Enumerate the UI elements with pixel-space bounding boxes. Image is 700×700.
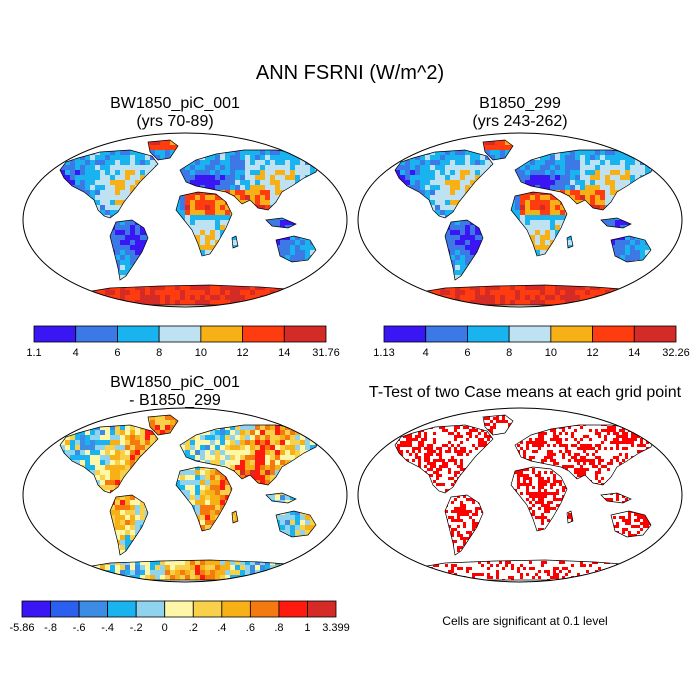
- map-case2: [357, 132, 683, 308]
- colorbar-case2-label-6: 14: [628, 347, 640, 358]
- panel-title-case1-line1: BW1850_piC_001: [110, 95, 240, 112]
- colorbar-diff-label-9: .8: [274, 622, 283, 634]
- colorbar-diff-swatch-1: [50, 600, 80, 618]
- colorbar-case1-label-1: 4: [73, 347, 79, 358]
- significance-note: Cells are significant at 0.1 level: [442, 614, 608, 628]
- colorbar-case2-swatch-2: [467, 325, 510, 343]
- colorbar-diff-swatch-5: [164, 600, 194, 618]
- colorbar-case2-swatch-5: [592, 325, 635, 343]
- colorbar-diff-label-5: 0: [162, 622, 168, 634]
- colorbar-diff-label-2: -.6: [73, 622, 86, 634]
- map-ttest: [357, 407, 683, 583]
- colorbar-case1-label-2: 6: [114, 347, 120, 358]
- colorbar-case2-label-1: 4: [423, 347, 429, 358]
- colorbar-diff: -5.86 -.8 -.6 -.4 -.2 0 .2 .4 .6 .8 1 3.399: [9, 600, 350, 634]
- colorbar-case2-label-2: 6: [464, 347, 470, 358]
- map-case1: [22, 132, 348, 308]
- panel-title-case1-line2: (yrs 70-89): [136, 113, 214, 130]
- colorbar-case1-label-4: 10: [195, 347, 207, 358]
- panel-title-diff: BW1850_piC_001 - B1850_299: [75, 374, 275, 410]
- colorbar-case1: 1.1 4 6 8 10 12 14 31.76: [26, 325, 340, 358]
- colorbar-case1-label-3: 8: [156, 347, 162, 358]
- colorbar-diff-swatch-9: [278, 600, 308, 618]
- colorbar-diff-swatch-7: [221, 600, 251, 618]
- colorbar-case2-label-0: 1.13: [373, 347, 394, 358]
- colorbar-case1-swatch-0: [33, 325, 77, 343]
- panel-title-diff-line2: - B1850_299: [129, 392, 221, 409]
- panel-title-case1: BW1850_piC_001 (yrs 70-89): [75, 95, 275, 131]
- colorbar-diff-label-3: -.4: [101, 622, 114, 634]
- panel-title-case2: B1850_299 (yrs 243-262): [420, 95, 620, 131]
- colorbar-case2: 1.13 4 6 8 10 12 14 32.26: [373, 325, 690, 358]
- colorbar-diff-label-0: -5.86: [9, 622, 34, 634]
- colorbar-diff-swatch-0: [21, 600, 51, 618]
- colorbar-case1-swatch-1: [75, 325, 118, 343]
- colorbar-case2-label-7: 32.26: [662, 347, 690, 358]
- colorbar-case1-swatch-6: [283, 325, 327, 343]
- colorbar-diff-swatch-10: [307, 600, 337, 618]
- colorbar-case2-label-3: 8: [506, 347, 512, 358]
- panel-title-case2-line1: B1850_299: [479, 95, 561, 112]
- map-diff: [22, 407, 348, 583]
- colorbar-case2-label-4: 10: [545, 347, 557, 358]
- colorbar-diff-swatch-3: [107, 600, 137, 618]
- colorbar-diff-swatch-2: [78, 600, 109, 618]
- colorbar-case1-swatch-5: [242, 325, 285, 343]
- colorbar-case1-swatch-4: [200, 325, 243, 343]
- panel-title-diff-line1: BW1850_piC_001: [110, 374, 240, 391]
- colorbar-case2-swatch-3: [508, 325, 552, 343]
- colorbar-diff-label-1: -.8: [44, 622, 57, 634]
- colorbar-diff-label-7: .4: [217, 622, 226, 634]
- colorbar-case1-swatch-2: [117, 325, 160, 343]
- colorbar-diff-label-6: .2: [189, 622, 198, 634]
- colorbar-case2-swatch-1: [425, 325, 468, 343]
- colorbar-case2-label-5: 12: [586, 347, 598, 358]
- colorbar-case1-swatch-3: [158, 325, 202, 343]
- colorbar-case2-swatch-0: [383, 325, 427, 343]
- colorbar-diff-swatch-6: [192, 600, 223, 618]
- colorbar-case2-swatch-4: [550, 325, 593, 343]
- colorbar-case1-label-6: 14: [278, 347, 290, 358]
- colorbar-diff-label-11: 3.399: [322, 622, 350, 634]
- colorbar-case1-label-5: 12: [236, 347, 248, 358]
- colorbar-diff-label-4: -.2: [130, 622, 143, 634]
- colorbar-case2-swatch-6: [633, 325, 677, 343]
- colorbar-diff-swatch-8: [249, 600, 280, 618]
- panel-title-ttest: T-Test of two Case means at each grid po…: [368, 384, 682, 401]
- colorbar-case1-label-7: 31.76: [312, 347, 340, 358]
- panel-title-case2-line2: (yrs 243-262): [472, 113, 568, 130]
- colorbar-diff-swatch-4: [135, 600, 166, 618]
- colorbar-case1-label-0: 1.1: [26, 347, 41, 358]
- colorbar-diff-label-8: .6: [246, 622, 255, 634]
- figure-title: ANN FSRNI (W/m^2): [255, 62, 445, 84]
- colorbar-diff-label-10: 1: [304, 622, 310, 634]
